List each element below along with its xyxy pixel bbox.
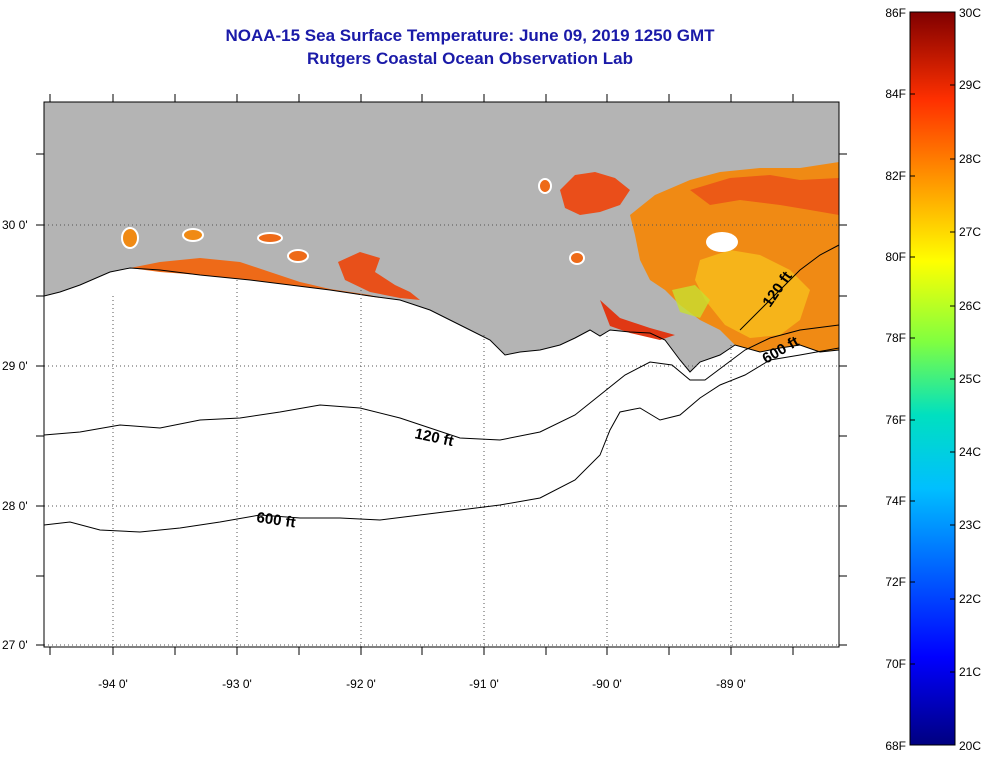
lat-label-28: 28 0' bbox=[2, 499, 28, 513]
cbar-f-80: 80F bbox=[885, 250, 906, 264]
sst-patch-louisiana bbox=[338, 252, 420, 300]
sst-patch-small-1 bbox=[121, 227, 139, 249]
lon-label-93: -93 0' bbox=[222, 677, 252, 691]
sst-patch-east-hot bbox=[690, 175, 839, 215]
cbar-f-84: 84F bbox=[885, 87, 906, 101]
contour-120ft bbox=[44, 324, 839, 441]
tick-marks bbox=[36, 94, 847, 655]
sst-patch-delta bbox=[600, 300, 675, 340]
sst-patch-bay bbox=[560, 172, 630, 215]
lon-label-90: -90 0' bbox=[592, 677, 622, 691]
contour-east-120ft bbox=[739, 244, 839, 331]
cbar-f-78: 78F bbox=[885, 331, 906, 345]
cbar-f-72: 72F bbox=[885, 575, 906, 589]
contour-label-600ft: 600 ft bbox=[255, 509, 296, 531]
cloud-patch bbox=[706, 232, 738, 252]
cbar-f-70: 70F bbox=[885, 657, 906, 671]
cbar-c-21: 21C bbox=[959, 665, 981, 679]
lon-label-89: -89 0' bbox=[716, 677, 746, 691]
cbar-c-28: 28C bbox=[959, 152, 981, 166]
map-border bbox=[43, 101, 840, 648]
cbar-c-27: 27C bbox=[959, 225, 981, 239]
cbar-f-68: 68F bbox=[885, 739, 906, 753]
contour-600ft bbox=[44, 347, 839, 533]
cbar-c-20: 20C bbox=[959, 739, 981, 753]
sst-patch-small-4 bbox=[287, 249, 309, 263]
map-subtitle: Rutgers Coastal Ocean Observation Lab bbox=[307, 49, 633, 68]
cbar-c-24: 24C bbox=[959, 445, 981, 459]
lat-label-29: 29 0' bbox=[2, 359, 28, 373]
coastline bbox=[44, 267, 839, 373]
lat-label-27: 27 0' bbox=[2, 638, 28, 652]
cbar-c-25: 25C bbox=[959, 372, 981, 386]
colorbar bbox=[909, 11, 956, 746]
cbar-c-26: 26C bbox=[959, 299, 981, 313]
lon-label-94: -94 0' bbox=[98, 677, 128, 691]
lon-label-92: -92 0' bbox=[346, 677, 376, 691]
cbar-c-22: 22C bbox=[959, 592, 981, 606]
cbar-c-23: 23C bbox=[959, 518, 981, 532]
graticule bbox=[44, 224, 839, 647]
sst-patch-small-2 bbox=[182, 228, 204, 242]
map-title: NOAA-15 Sea Surface Temperature: June 09… bbox=[225, 26, 715, 45]
cbar-f-86: 86F bbox=[885, 6, 906, 20]
cbar-c-30: 30C bbox=[959, 6, 981, 20]
sst-patch-east-warm bbox=[695, 250, 810, 338]
cbar-f-74: 74F bbox=[885, 494, 906, 508]
lon-label-91: -91 0' bbox=[469, 677, 499, 691]
cbar-c-29: 29C bbox=[959, 78, 981, 92]
cbar-f-82: 82F bbox=[885, 169, 906, 183]
sst-patch-small-6 bbox=[569, 251, 585, 265]
colorbar-ticks bbox=[910, 84, 955, 673]
sst-patch-east-cool bbox=[672, 285, 710, 318]
land-mass bbox=[44, 102, 839, 372]
lat-label-30: 30 0' bbox=[2, 218, 28, 232]
sst-patch-small-3 bbox=[257, 232, 283, 244]
sst-patch-small-5 bbox=[538, 178, 552, 194]
cbar-f-76: 76F bbox=[885, 413, 906, 427]
